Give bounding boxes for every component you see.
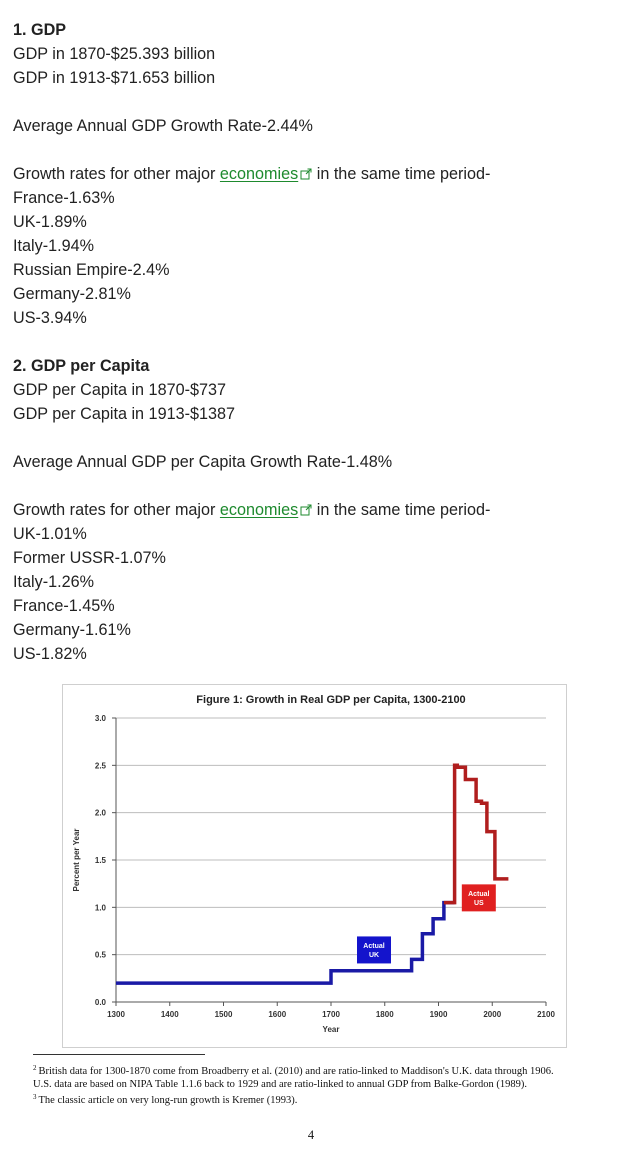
economies-link[interactable]: economies — [219, 165, 299, 183]
gdp-per-capita-chart: Figure 1: Growth in Real GDP per Capita,… — [62, 684, 567, 1048]
gdp-rate-russia: Russian Empire-2.4% — [13, 261, 170, 279]
footnote-2: 2 British data for 1300-1870 come from Br… — [33, 1062, 573, 1091]
x-tick-label: 1500 — [215, 1010, 233, 1019]
y-tick-label: 0.0 — [95, 998, 107, 1007]
gdp-comparison-intro: Growth rates for other major economies i… — [13, 162, 613, 186]
y-tick-label: 3.0 — [95, 714, 107, 723]
article-body: 1. GDP GDP in 1870-$25.393 billion GDP i… — [13, 18, 613, 666]
external-link-icon[interactable] — [300, 499, 312, 523]
x-axis-label: Year — [323, 1025, 340, 1034]
x-tick-label: 1800 — [376, 1010, 394, 1019]
x-tick-label: 2100 — [537, 1010, 555, 1019]
chart-canvas: Figure 1: Growth in Real GDP per Capita,… — [72, 694, 555, 1034]
x-tick-label: 1400 — [161, 1010, 179, 1019]
gdppc-rate-ussr: Former USSR-1.07% — [13, 549, 166, 567]
external-link-icon[interactable] — [300, 163, 312, 187]
x-tick-label: 1700 — [322, 1010, 340, 1019]
gdp-rate-us: US-3.94% — [13, 309, 87, 327]
annotation-box — [461, 884, 496, 912]
gdp-per-capita-comparison-intro: Growth rates for other major economies i… — [13, 498, 613, 522]
series-line-uk — [116, 900, 455, 985]
gdp-rate-uk: UK-1.89% — [13, 213, 87, 231]
chart-title: Figure 1: Growth in Real GDP per Capita,… — [196, 694, 465, 706]
annotation-label: UK — [369, 952, 379, 959]
footnote-text: British data for 1300-1870 come from Bro… — [33, 1066, 554, 1090]
gdp-rate-germany: Germany-2.81% — [13, 285, 131, 303]
y-tick-label: 0.5 — [95, 951, 107, 960]
annotation-box — [357, 936, 391, 964]
economies-link[interactable]: economies — [219, 501, 299, 519]
y-tick-label: 2.0 — [95, 809, 107, 818]
y-tick-label: 2.5 — [95, 761, 107, 770]
gdp-per-capita-1913: GDP per Capita in 1913-$1387 — [13, 405, 235, 423]
annotation-label: Actual — [363, 943, 384, 950]
gdp-per-capita-1870: GDP per Capita in 1870-$737 — [13, 381, 226, 399]
gdp-per-capita-average-growth: Average Annual GDP per Capita Growth Rat… — [13, 453, 393, 471]
gdp-per-capita-heading: 2. GDP per Capita — [13, 357, 150, 375]
y-axis-label: Percent per Year — [72, 828, 81, 891]
x-tick-label: 1900 — [430, 1010, 448, 1019]
gdp-1870: GDP in 1870-$25.393 billion — [13, 45, 216, 63]
page-number: 4 — [307, 1128, 315, 1142]
gdp-rate-italy: Italy-1.94% — [13, 237, 94, 255]
intro-text: Growth rates for other major — [13, 501, 220, 519]
y-tick-label: 1.5 — [95, 856, 107, 865]
footnotes: 2 British data for 1300-1870 come from Br… — [33, 1062, 573, 1107]
gdppc-rate-france: France-1.45% — [13, 597, 115, 615]
x-tick-label: 1300 — [107, 1010, 125, 1019]
gdp-rate-france: France-1.63% — [13, 189, 115, 207]
intro-text: Growth rates for other major — [13, 165, 220, 183]
gdppc-rate-uk: UK-1.01% — [13, 525, 87, 543]
gdppc-rate-germany: Germany-1.61% — [13, 621, 131, 639]
gdppc-rate-italy: Italy-1.26% — [13, 573, 94, 591]
gdppc-rate-us: US-1.82% — [13, 645, 87, 663]
x-tick-label: 1600 — [268, 1010, 286, 1019]
gdp-heading: 1. GDP — [13, 21, 67, 39]
gdp-1913: GDP in 1913-$71.653 billion — [13, 69, 216, 87]
footnote-marker: 2 — [33, 1064, 37, 1072]
footnote-divider — [33, 1054, 205, 1055]
series-line-us — [443, 763, 509, 905]
y-tick-label: 1.0 — [95, 903, 107, 912]
gdp-average-growth: Average Annual GDP Growth Rate-2.44% — [13, 117, 313, 135]
intro-text-end: in the same time period- — [312, 165, 491, 183]
footnote-text: The classic article on very long-run gro… — [38, 1095, 298, 1106]
annotation-label: US — [474, 900, 484, 907]
footnote-marker: 3 — [33, 1093, 37, 1101]
annotation-label: Actual — [468, 891, 489, 898]
x-tick-label: 2000 — [483, 1010, 501, 1019]
footnote-3: 3 The classic article on very long-run gr… — [33, 1091, 573, 1107]
intro-text-end: in the same time period- — [312, 501, 491, 519]
